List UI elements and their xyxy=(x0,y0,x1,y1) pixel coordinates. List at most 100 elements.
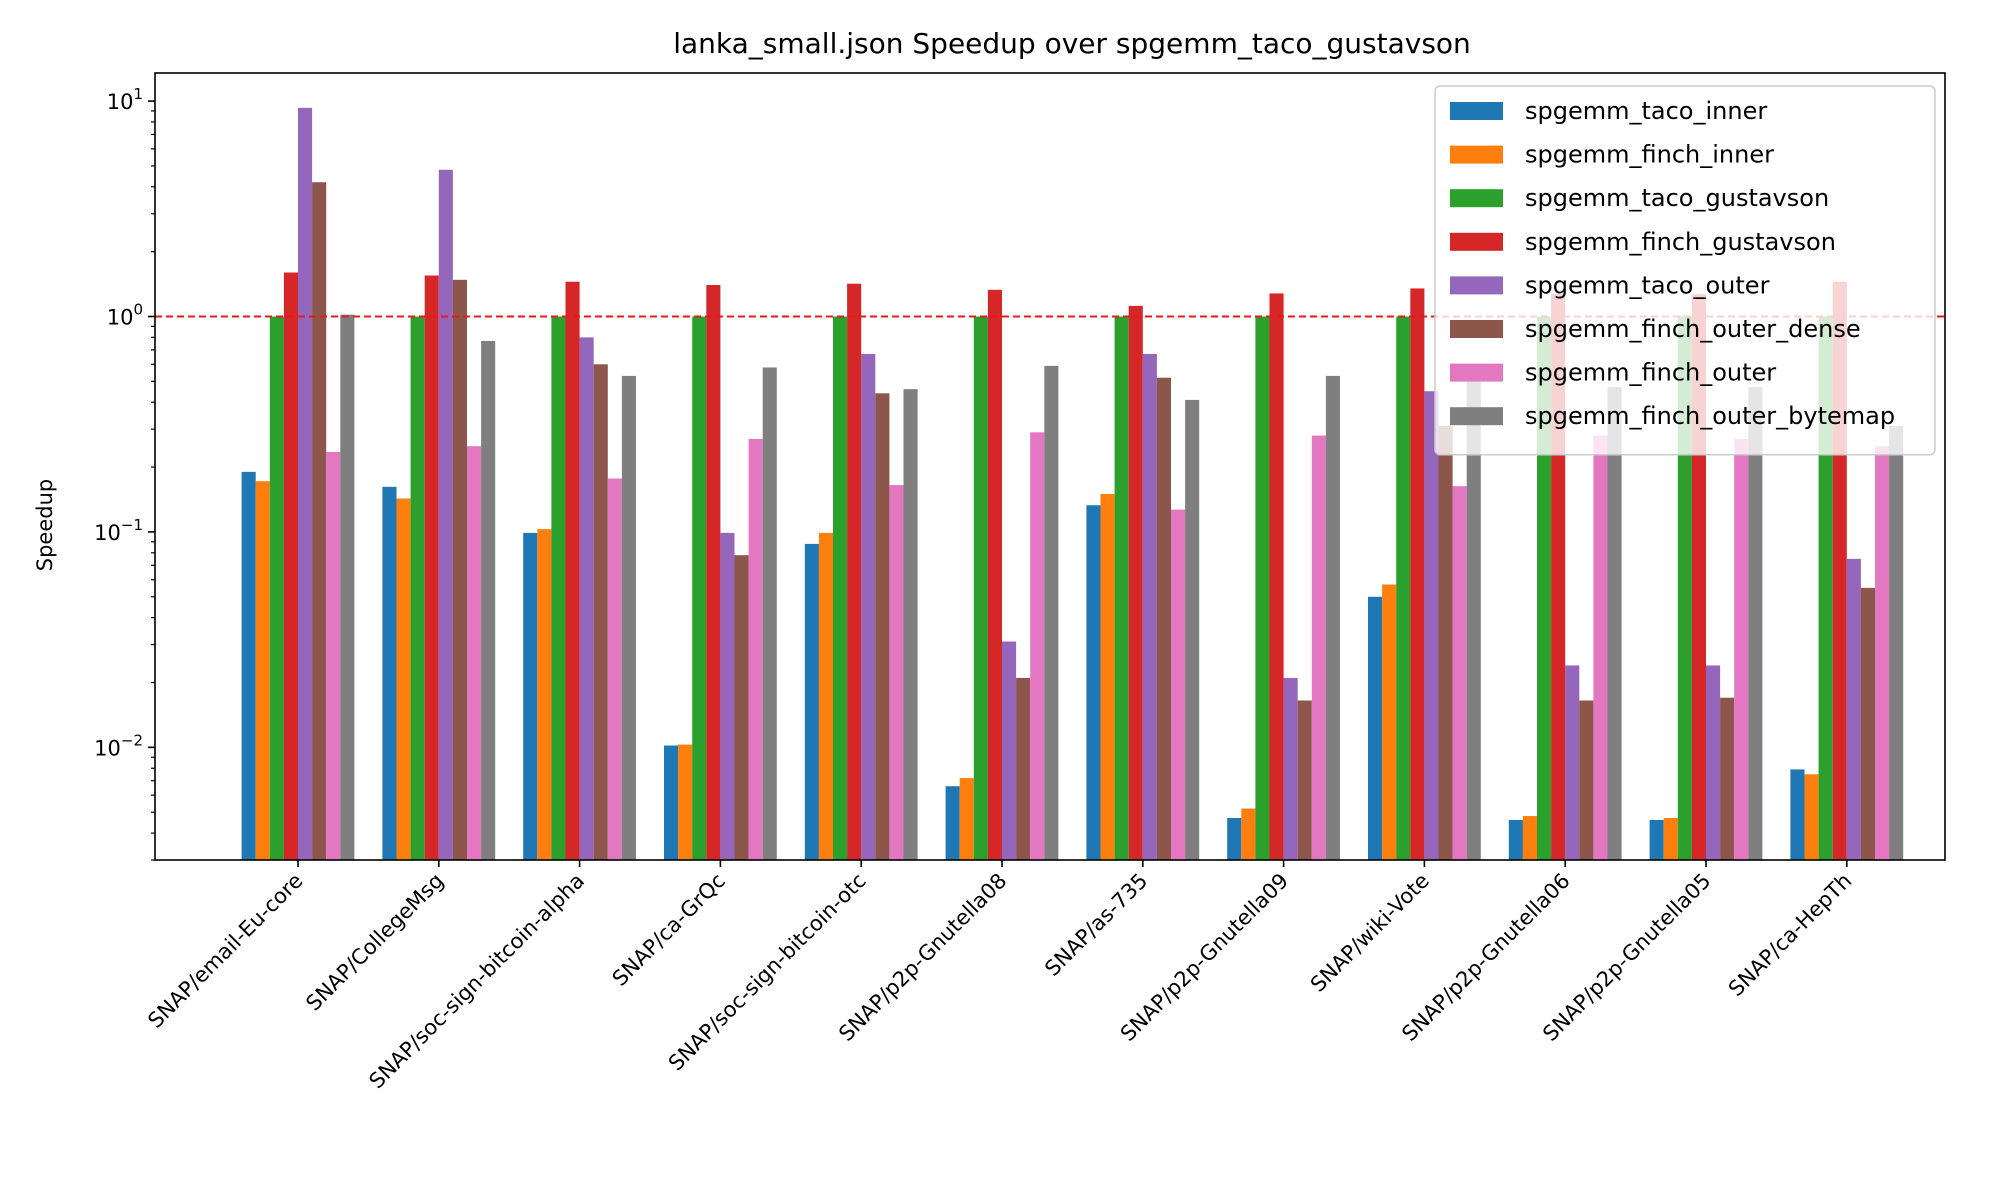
bar-spgemm_finch_outer_dense-11 xyxy=(1860,587,1875,860)
bar-spgemm_finch_outer-1 xyxy=(467,446,482,860)
bar-spgemm_taco_outer-9 xyxy=(1565,665,1580,860)
bar-spgemm_finch_inner-9 xyxy=(1522,816,1537,860)
bar-spgemm_taco_gustavson-3 xyxy=(692,316,707,860)
bar-spgemm_taco_inner-6 xyxy=(1086,505,1101,860)
bar-spgemm_finch_inner-2 xyxy=(537,529,552,860)
bar-spgemm_taco_outer-7 xyxy=(1283,677,1298,860)
bar-spgemm_finch_outer_bytemap-8 xyxy=(1466,377,1481,860)
y-tick-label: 101 xyxy=(107,85,143,114)
bar-spgemm_finch_gustavson-7 xyxy=(1269,293,1284,860)
y-axis-title: Speedup xyxy=(33,479,57,571)
legend: spgemm_taco_inner spgemm_finch_innerspgem… xyxy=(1434,85,1936,456)
bar-spgemm_finch_outer_bytemap-6 xyxy=(1185,399,1200,860)
legend-label-spgemm_finch_outer_dense: spgemm_finch_outer_dense xyxy=(1525,315,1861,343)
legend-label-spgemm_finch_gustavson: spgemm_finch_gustavson xyxy=(1525,228,1836,256)
bar-spgemm_finch_outer-11 xyxy=(1875,446,1890,860)
legend-swatch-spgemm_taco_gustavson xyxy=(1450,189,1503,208)
legend-swatch-spgemm_finch_outer_bytemap xyxy=(1450,407,1503,426)
legend-label-spgemm_finch_inner: spgemm_finch_inner xyxy=(1525,141,1774,169)
bar-spgemm_taco_inner-7 xyxy=(1227,818,1242,860)
bar-spgemm_taco_outer-5 xyxy=(1002,641,1017,860)
bar-spgemm_finch_outer_dense-10 xyxy=(1720,697,1735,860)
bar-spgemm_finch_outer_bytemap-9 xyxy=(1607,387,1622,860)
bar-spgemm_finch_outer-9 xyxy=(1593,435,1608,860)
bar-spgemm_finch_inner-11 xyxy=(1804,774,1819,860)
bar-spgemm_taco_outer-0 xyxy=(298,107,313,861)
bar-spgemm_taco_inner-1 xyxy=(382,486,397,860)
bar-spgemm_taco_outer-4 xyxy=(861,353,876,860)
chart-title: lanka_small.json Speedup over spgemm_tac… xyxy=(673,27,1471,60)
bar-spgemm_finch_gustavson-8 xyxy=(1410,288,1425,860)
legend-swatch-spgemm_finch_outer xyxy=(1450,363,1503,382)
legend-label-spgemm_taco_inner: spgemm_taco_inner xyxy=(1525,97,1767,125)
bar-spgemm_finch_gustavson-3 xyxy=(706,285,721,860)
legend-swatch-spgemm_finch_gustavson xyxy=(1450,232,1503,251)
bar-spgemm_finch_outer-8 xyxy=(1452,486,1467,860)
bar-spgemm_taco_outer-8 xyxy=(1424,391,1439,860)
bar-spgemm_finch_inner-6 xyxy=(1100,494,1115,860)
bar-spgemm_finch_outer_bytemap-10 xyxy=(1748,387,1763,860)
bar-spgemm_taco_inner-9 xyxy=(1508,820,1523,860)
bar-spgemm_taco_gustavson-5 xyxy=(973,316,988,860)
bar-spgemm_finch_outer_dense-3 xyxy=(734,555,749,860)
bar-spgemm_taco_outer-1 xyxy=(438,169,453,860)
bar-spgemm_finch_outer-10 xyxy=(1734,439,1749,860)
legend-swatch-spgemm_finch_inner xyxy=(1450,145,1503,164)
bar-spgemm_taco_outer-2 xyxy=(579,337,594,860)
bar-spgemm_finch_inner-7 xyxy=(1241,808,1256,860)
bar-spgemm_taco_inner-5 xyxy=(945,786,960,860)
bar-spgemm_taco_inner-0 xyxy=(241,471,256,860)
bar-spgemm_finch_outer_dense-4 xyxy=(875,393,890,860)
bar-spgemm_finch_outer_bytemap-2 xyxy=(621,375,636,860)
bar-spgemm_finch_outer-2 xyxy=(607,478,622,860)
bar-spgemm_finch_outer_dense-6 xyxy=(1156,377,1171,860)
bar-spgemm_taco_inner-4 xyxy=(804,543,819,860)
y-tick-label: 10−2 xyxy=(94,731,143,760)
bar-spgemm_taco_outer-10 xyxy=(1706,665,1721,860)
bar-spgemm_finch_inner-1 xyxy=(396,498,411,860)
bar-spgemm_finch_outer_bytemap-11 xyxy=(1889,426,1904,860)
bar-spgemm_taco_gustavson-2 xyxy=(551,316,566,860)
legend-box xyxy=(1434,85,1936,456)
bar-spgemm_finch_inner-8 xyxy=(1382,584,1397,860)
bar-spgemm_finch_outer_bytemap-3 xyxy=(762,367,777,860)
bar-spgemm_finch_outer-6 xyxy=(1171,509,1186,860)
legend-swatch-spgemm_taco_outer xyxy=(1450,276,1503,295)
bar-spgemm_taco_gustavson-4 xyxy=(833,316,848,860)
legend-label-spgemm_finch_outer_bytemap: spgemm_finch_outer_bytemap xyxy=(1525,402,1895,430)
legend-label-spgemm_taco_outer: spgemm_taco_outer xyxy=(1525,271,1770,299)
bars-group xyxy=(241,107,1904,861)
bar-spgemm_finch_gustavson-4 xyxy=(847,283,862,860)
bar-spgemm_finch_outer-5 xyxy=(1030,432,1045,860)
bar-spgemm_finch_inner-10 xyxy=(1663,818,1678,860)
legend-label-spgemm_finch_outer: spgemm_finch_outer xyxy=(1525,359,1776,387)
y-tick-label: 100 xyxy=(107,301,143,330)
bar-spgemm_finch_outer_bytemap-1 xyxy=(481,340,496,861)
bar-spgemm_taco_inner-2 xyxy=(523,532,538,860)
bar-spgemm_taco_gustavson-6 xyxy=(1114,316,1129,860)
bar-spgemm_finch_outer-0 xyxy=(326,451,341,860)
bar-spgemm_finch_inner-0 xyxy=(255,481,270,860)
bar-spgemm_finch_gustavson-6 xyxy=(1128,305,1143,860)
bar-spgemm_finch_inner-5 xyxy=(959,778,974,860)
bar-spgemm_finch_gustavson-5 xyxy=(987,289,1002,860)
bar-spgemm_finch_inner-4 xyxy=(818,532,833,860)
bar-spgemm_finch_outer_dense-2 xyxy=(593,364,608,860)
bar-spgemm_finch_inner-3 xyxy=(678,744,693,860)
bar-spgemm_taco_gustavson-1 xyxy=(410,316,425,860)
bar-spgemm_taco_inner-10 xyxy=(1649,820,1664,860)
bar-spgemm_finch_outer_bytemap-7 xyxy=(1325,375,1340,860)
y-tick-label: 10−1 xyxy=(94,516,143,545)
bar-spgemm_taco_gustavson-0 xyxy=(269,316,284,860)
bar-spgemm_finch_outer-4 xyxy=(889,485,904,860)
bar-spgemm_finch_outer-3 xyxy=(748,439,763,860)
bar-spgemm_finch_gustavson-1 xyxy=(424,275,439,860)
bar-spgemm_finch_gustavson-0 xyxy=(283,272,298,860)
legend-swatch-spgemm_finch_outer_dense xyxy=(1450,320,1503,338)
bar-spgemm_taco_gustavson-8 xyxy=(1396,316,1411,860)
bar-spgemm_finch_outer_dense-1 xyxy=(452,279,467,861)
bar-spgemm_finch_outer_dense-0 xyxy=(312,182,327,861)
bar-spgemm_taco_gustavson-7 xyxy=(1255,316,1270,860)
bar-spgemm_finch_outer_bytemap-5 xyxy=(1044,365,1059,860)
